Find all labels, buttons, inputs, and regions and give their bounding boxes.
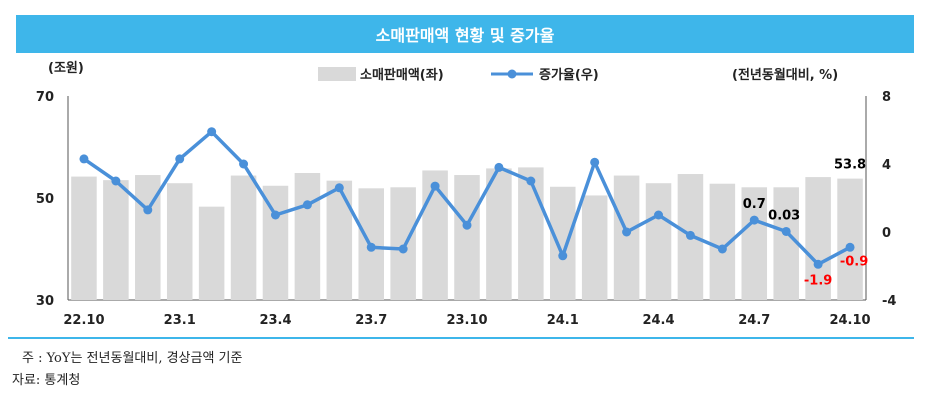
x-tick-label: 24.10 (829, 313, 870, 328)
x-tick-label: 23.1 (164, 313, 196, 328)
x-tick-label: 24.7 (738, 313, 770, 328)
growth-point-24.4 (654, 210, 664, 220)
growth-point-23.1 (175, 154, 185, 164)
right-tick-label: 0 (882, 226, 891, 241)
bar-23.2 (198, 206, 225, 300)
bar-24.9 (805, 177, 831, 300)
right-tick-label: 4 (882, 158, 891, 173)
chart-title-bar: 소매판매액 현황 및 증가율 (16, 15, 914, 53)
bar-23.10 (454, 175, 480, 300)
x-tick-label: 22.10 (63, 313, 104, 328)
chart-area: 70 50 30 8 4 0 -4 (조원) (전년동월대비, %) 소매판매액(좌) 증가율(우)… (36, 61, 897, 328)
growth-point-24.1 (558, 251, 568, 261)
bar-23.12 (518, 167, 544, 300)
footer-divider (8, 337, 914, 339)
growth-point-23.2 (207, 127, 217, 137)
bar-24.2 (581, 195, 608, 300)
bar-data-label: 53.8 (834, 158, 866, 173)
bar-23.3 (230, 175, 257, 300)
bar-23.5 (294, 173, 321, 300)
legend-bar-swatch (318, 67, 356, 81)
growth-point-23.8 (398, 244, 408, 254)
x-tick-label: 23.10 (446, 313, 487, 328)
left-tick-label: 50 (36, 192, 54, 207)
growth-point-22.12 (143, 205, 153, 215)
growth-point-23.6 (334, 183, 344, 193)
bar-24.1 (549, 186, 576, 300)
bar-23.4 (262, 185, 289, 300)
line-data-label: -0.9 (840, 254, 868, 269)
line-data-label: 0.03 (768, 208, 800, 223)
growth-point-24.2 (590, 157, 600, 167)
left-tick-label: 70 (36, 90, 54, 105)
growth-point-23.4 (270, 210, 280, 220)
bar-24.3 (613, 175, 640, 300)
x-tick-label: 24.1 (547, 313, 579, 328)
left-tick-label: 30 (36, 294, 54, 309)
growth-point-23.3 (239, 159, 249, 169)
footnote-note: 주 : YoY는 전년동월대비, 경상금액 기준 (22, 351, 243, 366)
growth-point-24.9 (813, 259, 823, 269)
x-tick-label: 24.4 (642, 313, 674, 328)
line-data-label: -1.9 (804, 273, 832, 288)
line-data-label: 0.7 (743, 197, 766, 212)
growth-point-22.10 (79, 154, 89, 164)
growth-point-24.8 (781, 226, 791, 236)
bar-23.1 (166, 183, 193, 300)
bar-23.8 (390, 187, 416, 300)
bar-23.11 (486, 168, 512, 300)
legend-line-marker (507, 69, 517, 79)
bar-24.4 (645, 183, 672, 300)
growth-point-24.7 (749, 215, 759, 225)
legend-bar-label: 소매판매액(좌) (360, 67, 444, 83)
growth-point-24.6 (717, 244, 727, 254)
chart-title: 소매판매액 현황 및 증가율 (375, 26, 555, 45)
bar-22.10 (71, 176, 97, 300)
bar-23.9 (422, 170, 448, 300)
right-tick-label: 8 (882, 90, 891, 105)
growth-point-22.11 (111, 176, 121, 186)
growth-point-24.3 (622, 227, 632, 237)
growth-point-24.5 (685, 230, 695, 240)
footnote-source: 자료: 통계청 (12, 373, 81, 388)
growth-point-23.9 (430, 181, 440, 191)
legend-line-label: 증가율(우) (539, 67, 599, 83)
bar-22.11 (103, 180, 129, 300)
growth-point-23.10 (462, 220, 472, 230)
x-tick-label: 23.7 (355, 313, 387, 328)
growth-point-23.11 (494, 162, 504, 172)
left-axis-unit: (조원) (48, 61, 84, 76)
growth-point-23.7 (366, 242, 376, 252)
bar-24.7 (741, 187, 768, 300)
x-tick-label: 23.4 (259, 313, 291, 328)
growth-point-23.12 (526, 176, 536, 186)
bar-24.10 (837, 178, 863, 300)
bar-24.8 (773, 187, 799, 300)
right-tick-label: -4 (882, 294, 896, 309)
growth-point-24.10 (845, 242, 855, 252)
bar-23.6 (326, 180, 353, 300)
growth-point-23.5 (302, 200, 312, 210)
right-axis-unit: (전년동월대비, %) (732, 67, 838, 83)
